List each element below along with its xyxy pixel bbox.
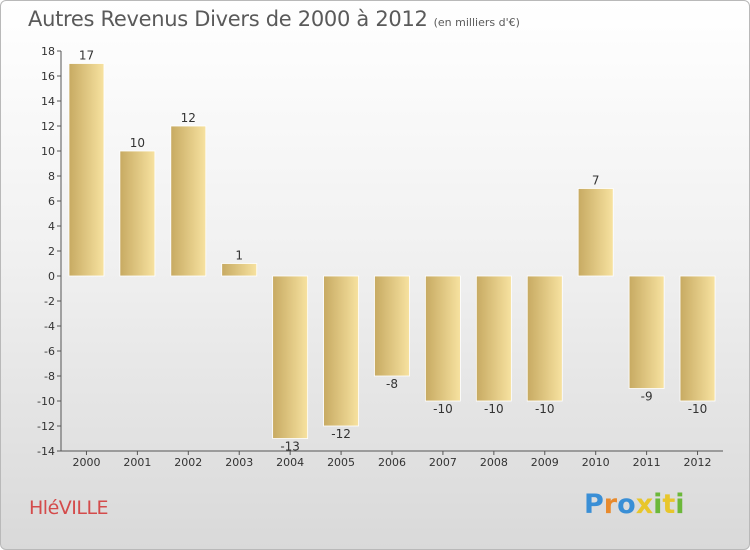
data-label: -10 (433, 402, 453, 416)
data-label: -10 (535, 402, 555, 416)
x-tick-label: 2008 (480, 456, 508, 469)
commune-name: HléVILLE (29, 497, 109, 519)
y-tick-label: -8 (44, 370, 55, 383)
y-tick-label: 16 (41, 70, 55, 83)
data-label: -8 (386, 377, 398, 391)
y-tick-label: 12 (41, 120, 55, 133)
logo-letter: x (635, 489, 654, 520)
data-label: 12 (181, 111, 196, 125)
chart-title: Autres Revenus Divers de 2000 à 2012 (28, 7, 428, 31)
bar (628, 275, 665, 389)
bar (526, 275, 563, 402)
y-tick-label: 4 (48, 220, 55, 233)
y-tick-label: 0 (48, 270, 55, 283)
title-row: Autres Revenus Divers de 2000 à 2012 (en … (28, 7, 520, 31)
bar (679, 275, 716, 402)
bar (475, 275, 512, 402)
x-tick-label: 2005 (327, 456, 355, 469)
proxiti-logo: Proxiti (584, 489, 685, 520)
data-label: -10 (484, 402, 504, 416)
chart-subtitle: (en milliers d'€) (433, 16, 520, 29)
data-label: 17 (79, 49, 94, 63)
x-tick-label: 2007 (429, 456, 457, 469)
data-label: -10 (688, 402, 708, 416)
y-tick-label: 6 (48, 195, 55, 208)
bar (374, 275, 410, 377)
y-tick-label: -10 (37, 395, 55, 408)
x-tick-label: 2009 (531, 456, 559, 469)
data-label: 10 (130, 136, 145, 150)
x-tick-label: 2002 (174, 456, 202, 469)
bar (425, 275, 461, 402)
logo-letter: i (675, 489, 685, 520)
data-label: -9 (641, 390, 653, 404)
x-tick-label: 2012 (684, 456, 712, 469)
bar (272, 275, 309, 439)
y-tick-label: -12 (37, 420, 55, 433)
logo-letter: o (617, 489, 636, 520)
logo-letter: t (662, 489, 676, 520)
data-label: 1 (235, 249, 243, 263)
x-tick-label: 2011 (633, 456, 661, 469)
y-tick-label: -6 (44, 345, 55, 358)
x-tick-label: 2004 (276, 456, 304, 469)
x-tick-label: 2006 (378, 456, 406, 469)
y-tick-label: 8 (48, 170, 55, 183)
logo-letter: P (584, 489, 604, 520)
y-tick-label: 10 (41, 145, 55, 158)
bar (577, 188, 614, 277)
bar (68, 63, 105, 277)
x-tick-label: 2000 (72, 456, 100, 469)
bar (221, 263, 258, 277)
data-label: -13 (280, 440, 300, 454)
logo-letter: r (603, 489, 618, 520)
y-tick-label: -2 (44, 295, 55, 308)
y-tick-label: -4 (44, 320, 55, 333)
x-tick-label: 2003 (225, 456, 253, 469)
y-tick-label: -14 (37, 445, 55, 458)
y-tick-label: 14 (41, 95, 55, 108)
bar (323, 275, 359, 427)
x-tick-label: 2010 (582, 456, 610, 469)
data-label: 7 (592, 174, 600, 188)
logo-letter: i (653, 489, 663, 520)
y-tick-label: 18 (41, 45, 55, 58)
x-tick-label: 2001 (123, 456, 151, 469)
data-label: -12 (331, 427, 351, 441)
bar (170, 125, 207, 277)
bar (119, 150, 156, 277)
y-tick-label: 2 (48, 245, 55, 258)
